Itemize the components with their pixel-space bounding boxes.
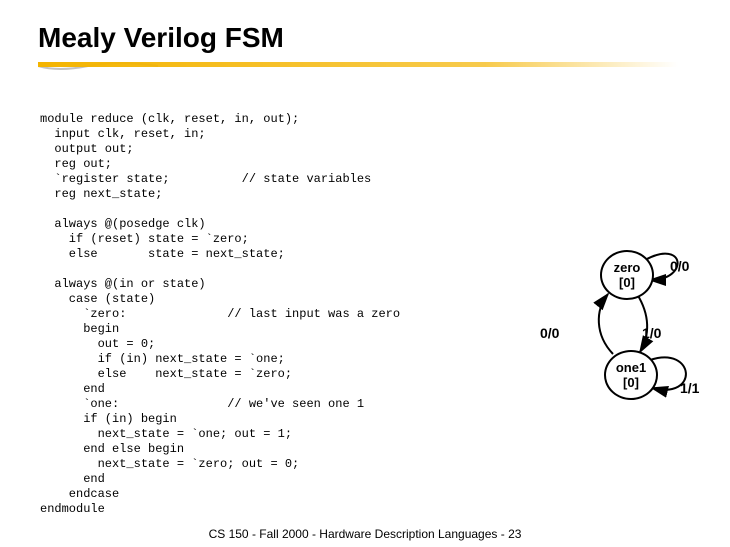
edge-label: 1/1 (680, 380, 699, 396)
page-title: Mealy Verilog FSM (38, 22, 284, 54)
edge-label: 0/0 (540, 325, 559, 341)
state-zero: zero[0] (600, 250, 654, 300)
state-label: one1 (616, 360, 646, 375)
state-sublabel: [0] (619, 275, 635, 290)
verilog-code: module reduce (clk, reset, in, out); inp… (40, 112, 400, 517)
state-one1: one1[0] (604, 350, 658, 400)
fsm-diagram: zero[0]one1[0] 0/00/01/01/1 (500, 250, 720, 450)
edge-label: 0/0 (670, 258, 689, 274)
state-sublabel: [0] (623, 375, 639, 390)
title-underline (38, 60, 678, 80)
slide-footer: CS 150 - Fall 2000 - Hardware Descriptio… (0, 527, 730, 541)
state-label: zero (614, 260, 641, 275)
edge-label: 1/0 (642, 325, 661, 341)
